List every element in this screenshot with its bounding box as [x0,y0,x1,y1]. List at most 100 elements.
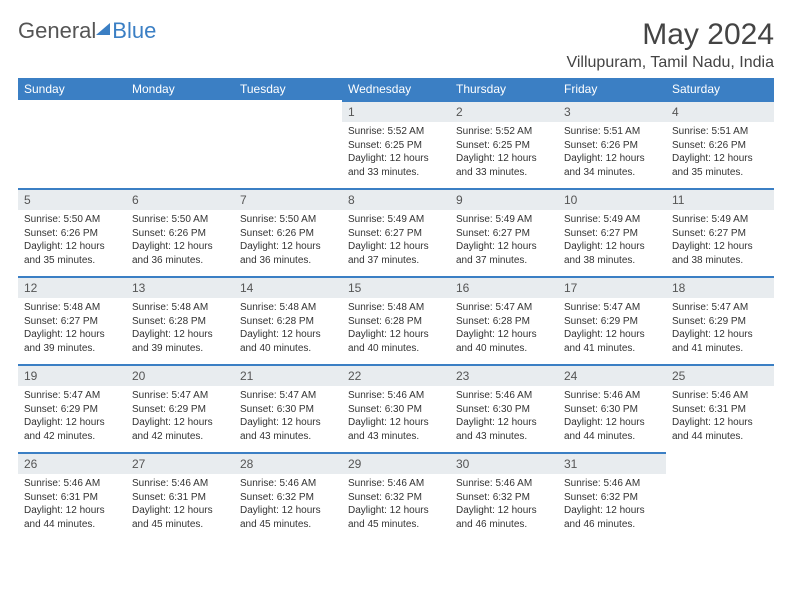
day-number: 28 [234,452,342,474]
day-content: Sunrise: 5:47 AMSunset: 6:29 PMDaylight:… [666,298,774,361]
day-number: 22 [342,364,450,386]
day-number: 26 [18,452,126,474]
weekday-header: Monday [126,78,234,100]
calendar-blank-cell [666,452,774,540]
day-content: Sunrise: 5:49 AMSunset: 6:27 PMDaylight:… [666,210,774,273]
day-content: Sunrise: 5:46 AMSunset: 6:32 PMDaylight:… [558,474,666,537]
day-content: Sunrise: 5:48 AMSunset: 6:27 PMDaylight:… [18,298,126,361]
day-number: 18 [666,276,774,298]
weekday-header: Saturday [666,78,774,100]
day-content: Sunrise: 5:46 AMSunset: 6:32 PMDaylight:… [342,474,450,537]
day-content: Sunrise: 5:48 AMSunset: 6:28 PMDaylight:… [342,298,450,361]
calendar-day-cell: 4Sunrise: 5:51 AMSunset: 6:26 PMDaylight… [666,100,774,188]
title-block: May 2024 Villupuram, Tamil Nadu, India [566,18,774,72]
day-content: Sunrise: 5:46 AMSunset: 6:30 PMDaylight:… [558,386,666,449]
weekday-header: Friday [558,78,666,100]
day-number: 25 [666,364,774,386]
day-number: 29 [342,452,450,474]
day-content: Sunrise: 5:46 AMSunset: 6:32 PMDaylight:… [450,474,558,537]
day-number: 31 [558,452,666,474]
day-number: 10 [558,188,666,210]
day-content: Sunrise: 5:46 AMSunset: 6:32 PMDaylight:… [234,474,342,537]
day-number: 16 [450,276,558,298]
calendar-day-cell: 13Sunrise: 5:48 AMSunset: 6:28 PMDayligh… [126,276,234,364]
weekday-header: Wednesday [342,78,450,100]
calendar-day-cell: 26Sunrise: 5:46 AMSunset: 6:31 PMDayligh… [18,452,126,540]
day-content: Sunrise: 5:47 AMSunset: 6:29 PMDaylight:… [126,386,234,449]
day-content: Sunrise: 5:46 AMSunset: 6:31 PMDaylight:… [666,386,774,449]
day-content: Sunrise: 5:47 AMSunset: 6:30 PMDaylight:… [234,386,342,449]
calendar-day-cell: 11Sunrise: 5:49 AMSunset: 6:27 PMDayligh… [666,188,774,276]
day-number: 14 [234,276,342,298]
day-content: Sunrise: 5:50 AMSunset: 6:26 PMDaylight:… [234,210,342,273]
calendar-week-row: 1Sunrise: 5:52 AMSunset: 6:25 PMDaylight… [18,100,774,188]
day-number: 30 [450,452,558,474]
calendar-day-cell: 25Sunrise: 5:46 AMSunset: 6:31 PMDayligh… [666,364,774,452]
calendar-blank-cell [234,100,342,188]
day-number: 11 [666,188,774,210]
day-content: Sunrise: 5:49 AMSunset: 6:27 PMDaylight:… [342,210,450,273]
day-number: 17 [558,276,666,298]
day-number: 2 [450,100,558,122]
header: General Blue May 2024 Villupuram, Tamil … [18,18,774,72]
logo-text-1: General [18,18,96,44]
day-content: Sunrise: 5:49 AMSunset: 6:27 PMDaylight:… [450,210,558,273]
day-number: 3 [558,100,666,122]
calendar-week-row: 12Sunrise: 5:48 AMSunset: 6:27 PMDayligh… [18,276,774,364]
day-content: Sunrise: 5:48 AMSunset: 6:28 PMDaylight:… [126,298,234,361]
weekday-header: Sunday [18,78,126,100]
calendar-body: 1Sunrise: 5:52 AMSunset: 6:25 PMDaylight… [18,100,774,540]
calendar-day-cell: 9Sunrise: 5:49 AMSunset: 6:27 PMDaylight… [450,188,558,276]
day-content: Sunrise: 5:46 AMSunset: 6:30 PMDaylight:… [450,386,558,449]
day-number: 13 [126,276,234,298]
calendar-day-cell: 8Sunrise: 5:49 AMSunset: 6:27 PMDaylight… [342,188,450,276]
day-number: 8 [342,188,450,210]
calendar-day-cell: 14Sunrise: 5:48 AMSunset: 6:28 PMDayligh… [234,276,342,364]
day-number: 5 [18,188,126,210]
calendar-page: General Blue May 2024 Villupuram, Tamil … [0,0,792,550]
day-number: 23 [450,364,558,386]
day-content: Sunrise: 5:46 AMSunset: 6:30 PMDaylight:… [342,386,450,449]
calendar-day-cell: 30Sunrise: 5:46 AMSunset: 6:32 PMDayligh… [450,452,558,540]
calendar-day-cell: 24Sunrise: 5:46 AMSunset: 6:30 PMDayligh… [558,364,666,452]
calendar-day-cell: 29Sunrise: 5:46 AMSunset: 6:32 PMDayligh… [342,452,450,540]
day-content: Sunrise: 5:52 AMSunset: 6:25 PMDaylight:… [450,122,558,185]
day-number: 12 [18,276,126,298]
day-number: 21 [234,364,342,386]
weekday-header: Thursday [450,78,558,100]
calendar-day-cell: 15Sunrise: 5:48 AMSunset: 6:28 PMDayligh… [342,276,450,364]
calendar-week-row: 19Sunrise: 5:47 AMSunset: 6:29 PMDayligh… [18,364,774,452]
calendar-day-cell: 27Sunrise: 5:46 AMSunset: 6:31 PMDayligh… [126,452,234,540]
day-number: 27 [126,452,234,474]
calendar-day-cell: 1Sunrise: 5:52 AMSunset: 6:25 PMDaylight… [342,100,450,188]
calendar-header-row: SundayMondayTuesdayWednesdayThursdayFrid… [18,78,774,100]
day-content: Sunrise: 5:47 AMSunset: 6:29 PMDaylight:… [18,386,126,449]
day-content: Sunrise: 5:47 AMSunset: 6:28 PMDaylight:… [450,298,558,361]
day-content: Sunrise: 5:51 AMSunset: 6:26 PMDaylight:… [666,122,774,185]
day-number: 15 [342,276,450,298]
day-content: Sunrise: 5:52 AMSunset: 6:25 PMDaylight:… [342,122,450,185]
day-number: 6 [126,188,234,210]
calendar-day-cell: 6Sunrise: 5:50 AMSunset: 6:26 PMDaylight… [126,188,234,276]
day-number: 7 [234,188,342,210]
day-number: 1 [342,100,450,122]
calendar-table: SundayMondayTuesdayWednesdayThursdayFrid… [18,78,774,540]
day-number: 20 [126,364,234,386]
calendar-day-cell: 17Sunrise: 5:47 AMSunset: 6:29 PMDayligh… [558,276,666,364]
calendar-blank-cell [126,100,234,188]
calendar-day-cell: 18Sunrise: 5:47 AMSunset: 6:29 PMDayligh… [666,276,774,364]
calendar-week-row: 26Sunrise: 5:46 AMSunset: 6:31 PMDayligh… [18,452,774,540]
logo: General Blue [18,18,156,44]
day-number: 4 [666,100,774,122]
day-content: Sunrise: 5:46 AMSunset: 6:31 PMDaylight:… [18,474,126,537]
day-content: Sunrise: 5:49 AMSunset: 6:27 PMDaylight:… [558,210,666,273]
calendar-day-cell: 2Sunrise: 5:52 AMSunset: 6:25 PMDaylight… [450,100,558,188]
calendar-day-cell: 3Sunrise: 5:51 AMSunset: 6:26 PMDaylight… [558,100,666,188]
day-number: 19 [18,364,126,386]
calendar-day-cell: 23Sunrise: 5:46 AMSunset: 6:30 PMDayligh… [450,364,558,452]
day-content: Sunrise: 5:48 AMSunset: 6:28 PMDaylight:… [234,298,342,361]
calendar-day-cell: 7Sunrise: 5:50 AMSunset: 6:26 PMDaylight… [234,188,342,276]
calendar-day-cell: 19Sunrise: 5:47 AMSunset: 6:29 PMDayligh… [18,364,126,452]
logo-text-2: Blue [112,18,156,44]
logo-triangle-icon [96,23,110,35]
